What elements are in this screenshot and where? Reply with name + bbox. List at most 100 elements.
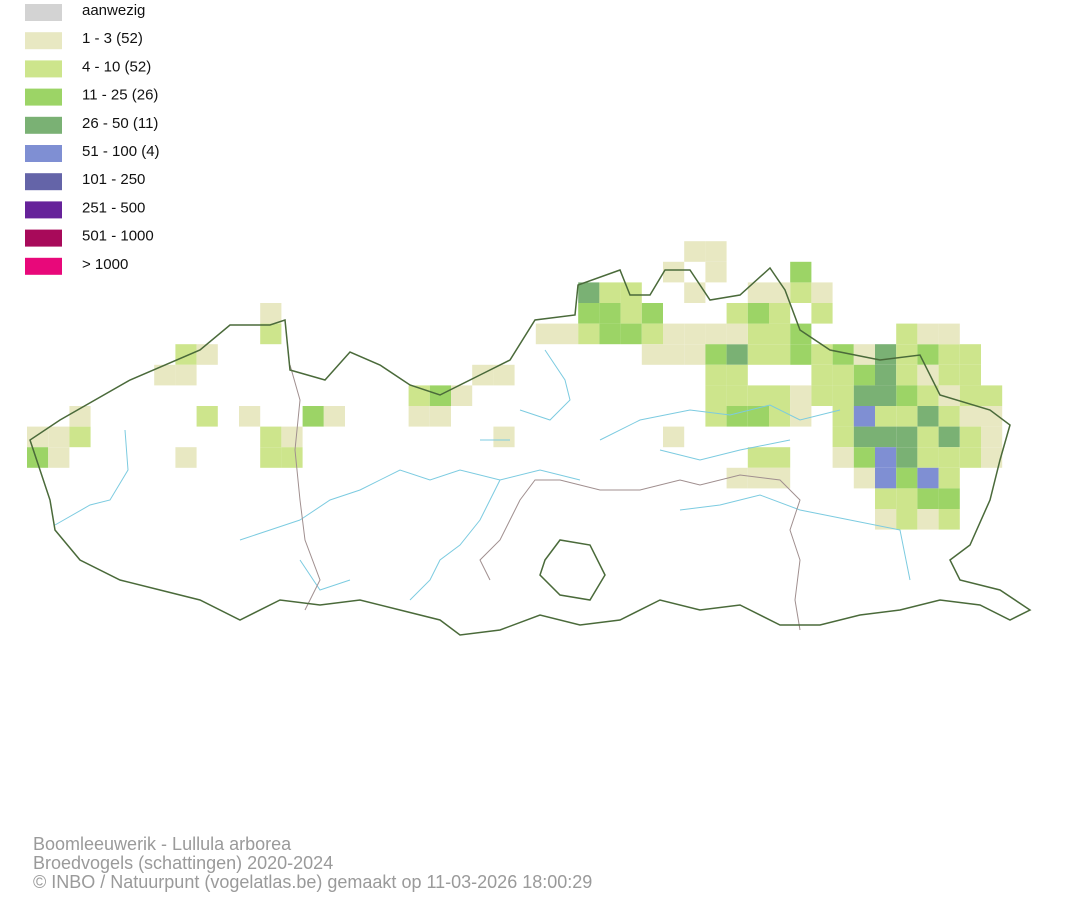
grid-cell xyxy=(620,303,642,324)
grid-cell xyxy=(917,447,939,468)
grid-cell xyxy=(853,385,875,406)
grid-cell xyxy=(726,406,748,427)
footer: Boomleeuwerik - Lullula arboreaBroedvoge… xyxy=(33,834,592,892)
legend-swatch xyxy=(25,145,62,162)
grid-cell xyxy=(896,364,918,386)
grid-cell xyxy=(811,344,833,365)
legend-label: 51 - 100 (4) xyxy=(82,143,160,160)
grid-cell xyxy=(917,509,939,530)
grid-cell xyxy=(875,385,897,406)
grid-cell xyxy=(938,344,960,365)
grid-cell xyxy=(705,261,727,283)
grid-cell xyxy=(853,467,875,489)
legend-swatch xyxy=(25,60,62,78)
grid-cell xyxy=(535,323,557,345)
grid-cell xyxy=(557,323,579,345)
grid-cell xyxy=(408,406,430,427)
grid-cell xyxy=(938,406,960,427)
grid-cell xyxy=(769,282,791,303)
grid-cell xyxy=(938,385,960,406)
grid-cell xyxy=(896,385,918,406)
grid-cell xyxy=(620,282,642,303)
grid-cell xyxy=(959,344,981,365)
grid-cell xyxy=(684,344,706,365)
grid-cell xyxy=(811,364,833,386)
grid-cell xyxy=(620,323,642,345)
grid-cell xyxy=(578,323,600,345)
grid-cell xyxy=(981,406,1003,427)
grid-cell xyxy=(896,426,918,448)
grid-cell xyxy=(790,344,812,365)
grid-cell xyxy=(790,323,812,345)
grid-cell xyxy=(769,447,791,468)
grid-cell xyxy=(896,344,918,365)
grid-cell xyxy=(260,447,282,468)
grid-cell xyxy=(281,426,303,448)
grid-cell xyxy=(875,406,897,427)
grid-cell xyxy=(48,447,70,468)
grid-cell xyxy=(175,447,197,468)
grid-cell xyxy=(875,344,897,365)
grid-cell xyxy=(260,303,282,324)
grid-cell xyxy=(705,406,727,427)
legend-label: 251 - 500 xyxy=(82,199,145,216)
grid-cell xyxy=(917,488,939,509)
grid-cell xyxy=(747,282,769,303)
grid-cell xyxy=(769,303,791,324)
grid-cell xyxy=(896,467,918,489)
grid-cell xyxy=(239,406,261,427)
grid-cell xyxy=(832,426,854,448)
grid-cell xyxy=(896,488,918,509)
grid-cell xyxy=(959,406,981,427)
grid-cell xyxy=(917,385,939,406)
grid-cell xyxy=(832,406,854,427)
grid-cell xyxy=(726,467,748,489)
grid-cell xyxy=(875,509,897,530)
grid-cell xyxy=(493,426,515,448)
grid-cell xyxy=(747,385,769,406)
grid-cell xyxy=(599,323,621,345)
grid-cell xyxy=(175,364,197,386)
grid-cell xyxy=(472,364,494,386)
grid-cell xyxy=(896,447,918,468)
grid-cell xyxy=(875,426,897,448)
grid-cell xyxy=(429,385,451,406)
footer-line: Broedvogels (schattingen) 2020-2024 xyxy=(33,853,333,873)
grid-cell xyxy=(938,467,960,489)
grid-cell xyxy=(48,426,70,448)
grid-cell xyxy=(832,344,854,365)
legend-swatch xyxy=(25,173,62,191)
grid-cell xyxy=(663,323,685,345)
grid-cell xyxy=(917,467,939,489)
footer-line: © INBO / Natuurpunt (vogelatlas.be) gema… xyxy=(33,872,592,892)
grid-cell xyxy=(747,303,769,324)
grid-cell xyxy=(917,426,939,448)
grid-cell xyxy=(769,323,791,345)
grid-cell xyxy=(578,303,600,324)
grid-cell xyxy=(981,426,1003,448)
grid-cell xyxy=(196,344,218,365)
grid-cell xyxy=(938,488,960,509)
grid-cell xyxy=(726,303,748,324)
grid-cell xyxy=(959,364,981,386)
legend-swatch xyxy=(25,88,62,106)
grid-cell xyxy=(175,344,197,365)
grid-cell xyxy=(917,406,939,427)
legend-label: 26 - 50 (11) xyxy=(82,115,158,132)
grid-cell xyxy=(260,323,282,345)
grid-cell xyxy=(832,385,854,406)
province-borders xyxy=(289,364,801,631)
grid-cell xyxy=(196,406,218,427)
grid-cell xyxy=(811,282,833,303)
region-border xyxy=(29,266,1032,636)
grid-cell xyxy=(917,364,939,386)
grid-cell xyxy=(938,364,960,386)
footer-line: Boomleeuwerik - Lullula arborea xyxy=(33,834,292,854)
grid-cell xyxy=(896,323,918,345)
legend-swatch xyxy=(25,116,62,134)
grid-cell xyxy=(790,261,812,283)
grid-cell xyxy=(959,426,981,448)
legend: aanwezig 1 - 3 (52) 4 - 10 (52) 11 - 25 (26… xyxy=(25,2,160,275)
grid-cell xyxy=(811,385,833,406)
